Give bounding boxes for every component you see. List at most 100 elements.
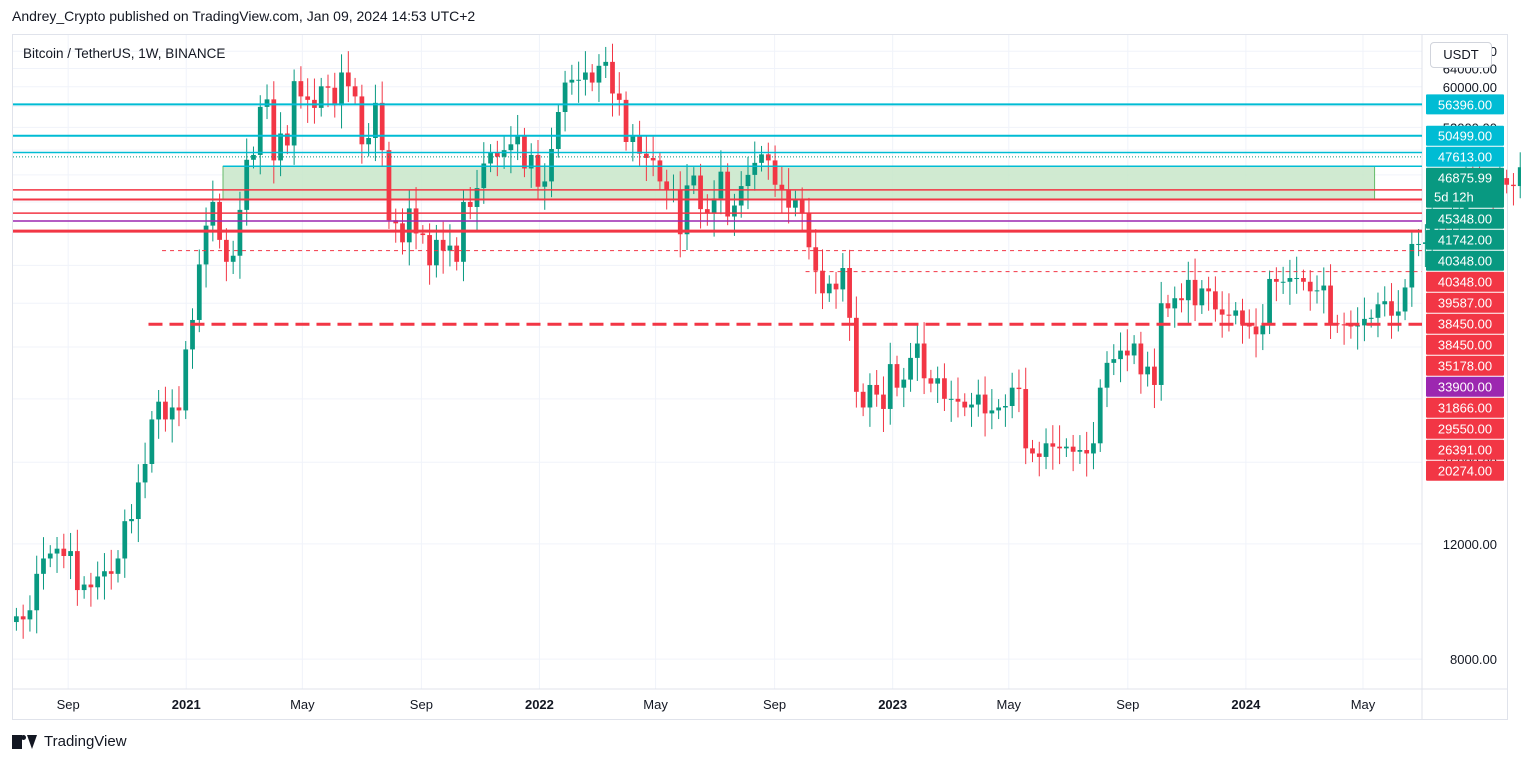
candle-body [1233, 310, 1239, 316]
candle-body [759, 154, 764, 163]
candle-body [867, 384, 873, 408]
candle-body [535, 154, 541, 187]
candle-body [711, 198, 717, 214]
candle-body [54, 548, 60, 554]
candle-body [833, 283, 839, 290]
x-tick-label: Sep [57, 697, 80, 712]
candle-body [318, 86, 324, 108]
candle-body [230, 255, 236, 262]
candle-body [420, 233, 426, 236]
x-tick-label: May [997, 697, 1022, 712]
candle-body [1260, 325, 1266, 335]
candle-body [190, 319, 195, 350]
candle-body [1362, 318, 1367, 326]
price-tag [1426, 355, 1504, 376]
candle-body [657, 160, 663, 182]
x-tick-label: Sep [410, 697, 433, 712]
candle-body [576, 79, 582, 81]
candle-body [874, 384, 880, 395]
candle-body [847, 268, 852, 318]
candle-body [813, 247, 819, 271]
candle-body [1409, 243, 1415, 288]
price-tag-label: 38450.00 [1438, 338, 1492, 353]
candle-body [1165, 303, 1171, 309]
candle-body [616, 93, 622, 100]
candle-body [1511, 184, 1516, 187]
price-tag [1426, 460, 1504, 481]
y-tick-label: 60000.00 [1443, 80, 1497, 95]
candle-body [257, 106, 263, 155]
candle-body [887, 364, 893, 409]
y-tick-label: 12000.00 [1443, 537, 1497, 552]
price-tag [1426, 292, 1504, 313]
candle-body [61, 548, 67, 556]
price-tag [1426, 397, 1504, 418]
candle-body [799, 199, 805, 213]
candle-body [610, 61, 615, 94]
candle-body [921, 343, 927, 379]
x-tick-label: 2022 [525, 697, 554, 712]
candle-body [1301, 278, 1306, 282]
price-tag [1426, 376, 1504, 397]
candle-body [1287, 278, 1293, 282]
candle-body [704, 209, 710, 214]
candle-body [962, 401, 968, 408]
candle-body [373, 102, 378, 139]
candle-body [1118, 350, 1123, 360]
candle-body [1084, 450, 1090, 454]
candle-body [989, 410, 995, 414]
candle-body [488, 152, 493, 164]
x-tick-label: May [290, 697, 315, 712]
x-tick-label: 2021 [172, 697, 201, 712]
candle-body [122, 521, 128, 559]
price-tag-label: 39587.00 [1438, 296, 1492, 311]
candle-body [494, 152, 500, 157]
candle-body [108, 571, 114, 574]
candle-body [745, 174, 751, 187]
countdown-label: 5d 12h [1434, 190, 1474, 205]
candle-body [1050, 443, 1056, 447]
candle-body [603, 61, 609, 66]
candle-body [772, 160, 778, 185]
candle-body [379, 102, 385, 151]
candle-body [1504, 178, 1510, 185]
candle-body [515, 136, 521, 145]
candle-body [284, 133, 290, 146]
candle-body [386, 150, 392, 221]
candle-body [102, 571, 107, 577]
price-tag-label: 31866.00 [1438, 401, 1492, 416]
candle-body [1023, 389, 1029, 449]
candle-body [88, 584, 94, 588]
candle-body [345, 72, 351, 87]
candle-body [447, 245, 453, 251]
x-tick-label: May [643, 697, 668, 712]
publisher-header: Andrey_Crypto published on TradingView.c… [12, 8, 476, 24]
candle-body [569, 79, 575, 83]
price-tag-label: 29550.00 [1438, 422, 1492, 437]
candle-body [528, 154, 534, 169]
price-tag-label: 47613.00 [1438, 150, 1492, 165]
candle-body [1185, 279, 1191, 301]
candle-body [1226, 314, 1232, 316]
currency-button[interactable]: USDT [1430, 42, 1492, 68]
candle-body [583, 72, 588, 80]
candle-body [1423, 242, 1428, 244]
candle-body [1179, 298, 1184, 301]
candle-body [1152, 366, 1157, 385]
candle-body [298, 81, 304, 97]
candle-body [779, 184, 785, 190]
candle-body [860, 391, 866, 408]
candle-body [305, 96, 311, 100]
x-tick-label: May [1351, 697, 1376, 712]
candle-body [508, 144, 514, 151]
candle-body [1111, 359, 1117, 363]
candle-body [366, 138, 372, 145]
candle-body [196, 264, 202, 320]
candle-body [115, 558, 121, 574]
candle-body [393, 220, 399, 224]
candle-body [1192, 279, 1198, 306]
price-tag [1426, 313, 1504, 334]
candle-body [555, 112, 561, 149]
candle-body [1267, 278, 1272, 326]
